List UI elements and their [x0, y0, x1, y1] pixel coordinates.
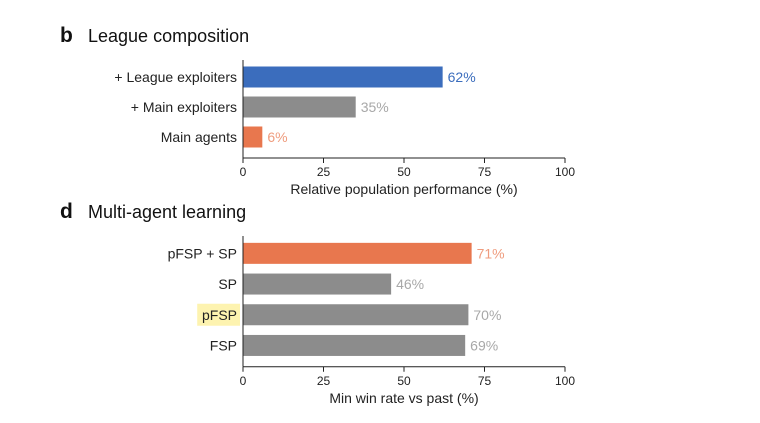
- category-label: SP: [218, 276, 237, 292]
- bar: [243, 96, 356, 118]
- x-tick-label: 75: [478, 165, 492, 179]
- data-label: 46%: [396, 276, 424, 292]
- data-label: 69%: [470, 337, 498, 353]
- category-label: + Main exploiters: [131, 99, 237, 115]
- category-label: pFSP + SP: [168, 245, 237, 261]
- x-tick-label: 75: [478, 374, 492, 388]
- chart-title: League composition: [88, 26, 249, 46]
- category-highlight: [197, 303, 240, 326]
- bar: [243, 126, 263, 148]
- category-label: FSP: [210, 337, 237, 353]
- chart-title: Multi-agent learning: [88, 202, 246, 222]
- x-tick-label: 50: [397, 165, 411, 179]
- panel-letter: b: [60, 24, 73, 47]
- bar: [243, 66, 443, 88]
- bar: [243, 304, 469, 326]
- category-label: Main agents: [161, 129, 237, 145]
- x-tick-label: 0: [240, 165, 247, 179]
- x-tick-label: 100: [555, 165, 575, 179]
- x-tick-label: 0: [240, 374, 247, 388]
- category-label: pFSP: [202, 307, 237, 323]
- bar: [243, 242, 472, 264]
- x-tick-label: 100: [555, 374, 575, 388]
- data-label: 35%: [361, 99, 389, 115]
- category-label: + League exploiters: [114, 69, 237, 85]
- x-tick-label: 25: [317, 374, 331, 388]
- chart-panel-b: b League composition + League exploiters 62…: [60, 24, 575, 197]
- data-label: 6%: [267, 129, 287, 145]
- panel-letter: d: [60, 200, 73, 223]
- bar: [243, 334, 466, 356]
- x-axis-label: Relative population performance (%): [290, 181, 517, 197]
- x-tick-label: 25: [317, 165, 331, 179]
- data-label: 70%: [473, 307, 501, 323]
- data-label: 71%: [477, 245, 505, 261]
- chart-panel-d: d Multi-agent learning pFSP + SP 71% SP 46% pF…: [60, 200, 575, 406]
- x-tick-label: 50: [397, 374, 411, 388]
- data-label: 62%: [448, 69, 476, 85]
- x-axis-label: Min win rate vs past (%): [329, 390, 478, 406]
- bar: [243, 273, 392, 295]
